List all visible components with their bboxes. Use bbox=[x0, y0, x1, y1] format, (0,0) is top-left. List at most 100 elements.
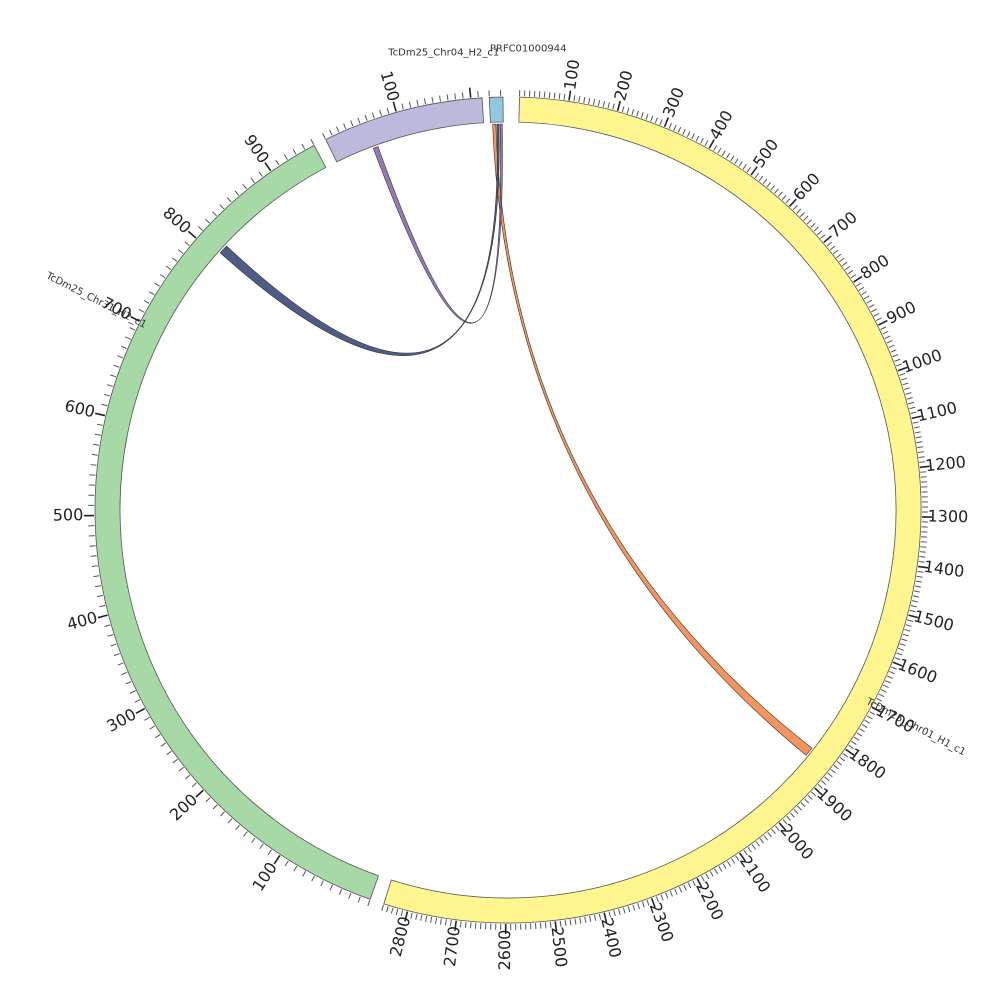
minor-tick bbox=[659, 119, 663, 126]
minor-tick bbox=[574, 918, 577, 925]
minor-tick bbox=[718, 866, 723, 872]
tick-label: 1300 bbox=[927, 507, 968, 527]
major-tick bbox=[603, 912, 608, 923]
minor-tick bbox=[700, 137, 704, 144]
major-tick bbox=[616, 100, 621, 111]
minor-tick bbox=[830, 768, 836, 774]
minor-tick bbox=[895, 363, 902, 367]
tick-label: 900 bbox=[883, 297, 919, 328]
minor-tick bbox=[597, 100, 601, 107]
minor-tick bbox=[371, 112, 375, 119]
link-2 bbox=[372, 123, 503, 324]
minor-tick bbox=[113, 653, 120, 657]
minor-tick bbox=[755, 841, 761, 847]
minor-tick bbox=[117, 355, 124, 359]
minor-tick bbox=[612, 103, 615, 110]
minor-tick bbox=[832, 249, 839, 255]
minor-tick bbox=[890, 349, 897, 353]
minor-tick bbox=[144, 716, 150, 721]
minor-tick bbox=[782, 819, 788, 825]
minor-tick bbox=[292, 148, 297, 155]
minor-tick bbox=[869, 711, 876, 715]
minor-tick bbox=[851, 740, 857, 745]
tick-label: 2800 bbox=[386, 915, 414, 959]
minor-tick bbox=[743, 849, 748, 856]
minor-tick bbox=[902, 633, 909, 637]
minor-tick bbox=[864, 719, 871, 724]
tick-label: 2500 bbox=[547, 926, 571, 969]
minor-tick bbox=[91, 453, 98, 456]
tick-label: 1800 bbox=[845, 744, 889, 783]
minor-tick bbox=[759, 838, 765, 844]
minor-tick bbox=[311, 875, 315, 882]
tick-label: 600 bbox=[789, 169, 824, 204]
tick-label: 800 bbox=[857, 251, 893, 284]
minor-tick bbox=[824, 776, 830, 782]
minor-tick bbox=[381, 904, 384, 911]
minor-tick bbox=[204, 218, 210, 224]
minor-tick bbox=[674, 888, 678, 895]
minor-tick bbox=[907, 619, 914, 622]
minor-tick bbox=[813, 226, 819, 232]
minor-tick bbox=[191, 782, 197, 788]
minor-tick bbox=[742, 163, 747, 170]
minor-tick bbox=[863, 295, 870, 300]
minor-tick bbox=[415, 913, 418, 920]
major-tick bbox=[878, 319, 888, 326]
minor-tick bbox=[166, 750, 172, 756]
minor-tick bbox=[781, 194, 787, 201]
minor-tick bbox=[786, 815, 792, 821]
minor-tick bbox=[817, 784, 823, 789]
minor-tick bbox=[350, 120, 354, 127]
minor-tick bbox=[785, 198, 791, 204]
minor-tick bbox=[866, 715, 873, 720]
minor-tick bbox=[320, 880, 324, 887]
minor-tick bbox=[701, 875, 705, 882]
tick-label: 200 bbox=[166, 790, 201, 825]
minor-tick bbox=[910, 604, 917, 608]
major-tick bbox=[554, 921, 558, 932]
tick-label: 300 bbox=[103, 704, 139, 735]
minor-tick bbox=[134, 699, 141, 703]
minor-tick bbox=[185, 774, 191, 780]
segment-name-chr31: TcDm25_Chr31_H2_c1 bbox=[43, 270, 148, 331]
minor-tick bbox=[669, 890, 673, 897]
minor-tick bbox=[435, 917, 438, 924]
minor-tick bbox=[875, 317, 882, 322]
minor-tick bbox=[197, 226, 203, 231]
minor-tick bbox=[446, 94, 449, 101]
minor-tick bbox=[259, 843, 264, 850]
minor-tick bbox=[920, 471, 927, 473]
minor-tick bbox=[93, 443, 100, 446]
minor-tick bbox=[916, 575, 923, 578]
minor-tick bbox=[820, 780, 827, 785]
minor-tick bbox=[348, 892, 352, 899]
minor-tick bbox=[386, 906, 389, 913]
minor-tick bbox=[850, 274, 857, 279]
minor-tick bbox=[148, 291, 155, 296]
minor-tick bbox=[747, 847, 752, 853]
minor-tick bbox=[275, 159, 280, 166]
minor-tick bbox=[909, 609, 916, 613]
minor-tick bbox=[919, 461, 926, 463]
minor-tick bbox=[833, 764, 839, 770]
tick-label: 300 bbox=[659, 85, 688, 120]
minor-tick bbox=[683, 884, 687, 891]
minor-tick bbox=[898, 647, 905, 651]
minor-tick bbox=[357, 896, 361, 903]
minor-tick bbox=[917, 570, 924, 573]
minor-tick bbox=[915, 580, 922, 583]
tick-label: 400 bbox=[705, 107, 736, 143]
minor-tick bbox=[129, 690, 136, 694]
tick-label: 400 bbox=[65, 608, 99, 634]
minor-tick bbox=[886, 340, 893, 344]
minor-tick bbox=[301, 143, 306, 150]
minor-tick bbox=[717, 147, 722, 154]
minor-tick bbox=[379, 109, 382, 116]
links-layer bbox=[219, 123, 813, 756]
minor-tick bbox=[721, 150, 726, 156]
minor-tick bbox=[89, 545, 96, 547]
major-tick bbox=[568, 90, 572, 101]
minor-tick bbox=[650, 115, 654, 122]
minor-tick bbox=[878, 693, 885, 698]
